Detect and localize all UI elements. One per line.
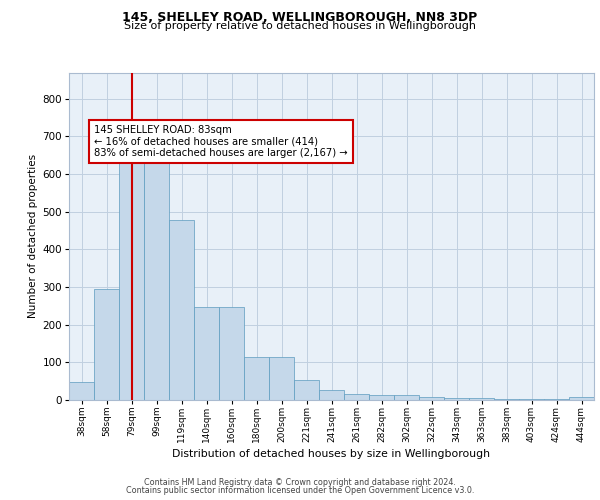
Bar (169, 220, 194, 400)
Bar (494, 399, 519, 400)
Bar (394, 396, 419, 400)
Text: 145 SHELLEY ROAD: 83sqm
← 16% of detached houses are smaller (414)
83% of semi-d: 145 SHELLEY ROAD: 83sqm ← 16% of detache… (94, 125, 347, 158)
Text: Contains HM Land Registry data © Crown copyright and database right 2024.: Contains HM Land Registry data © Crown c… (144, 478, 456, 487)
Bar (194, 306, 219, 400)
Bar (144, 152, 169, 400)
Bar (419, 397, 444, 400)
X-axis label: Distribution of detached houses by size in Wellingborough: Distribution of detached houses by size … (173, 449, 491, 459)
Text: Contains public sector information licensed under the Open Government Licence v3: Contains public sector information licen… (126, 486, 474, 495)
Text: Size of property relative to detached houses in Wellingborough: Size of property relative to detached ho… (124, 21, 476, 31)
Bar (244, 356, 269, 400)
Bar (69, 382, 94, 400)
Bar (444, 398, 469, 400)
Bar (119, 154, 144, 400)
Bar (569, 397, 594, 400)
Bar (344, 394, 369, 400)
Bar (544, 399, 569, 400)
Bar (519, 399, 544, 400)
Bar (469, 398, 494, 400)
Bar (319, 390, 344, 400)
Bar (269, 356, 294, 400)
Text: 145, SHELLEY ROAD, WELLINGBOROUGH, NN8 3DP: 145, SHELLEY ROAD, WELLINGBOROUGH, NN8 3… (122, 11, 478, 24)
Bar (369, 395, 394, 400)
Bar (94, 289, 119, 400)
Y-axis label: Number of detached properties: Number of detached properties (28, 154, 38, 318)
Bar (294, 380, 319, 400)
Bar (219, 306, 244, 400)
